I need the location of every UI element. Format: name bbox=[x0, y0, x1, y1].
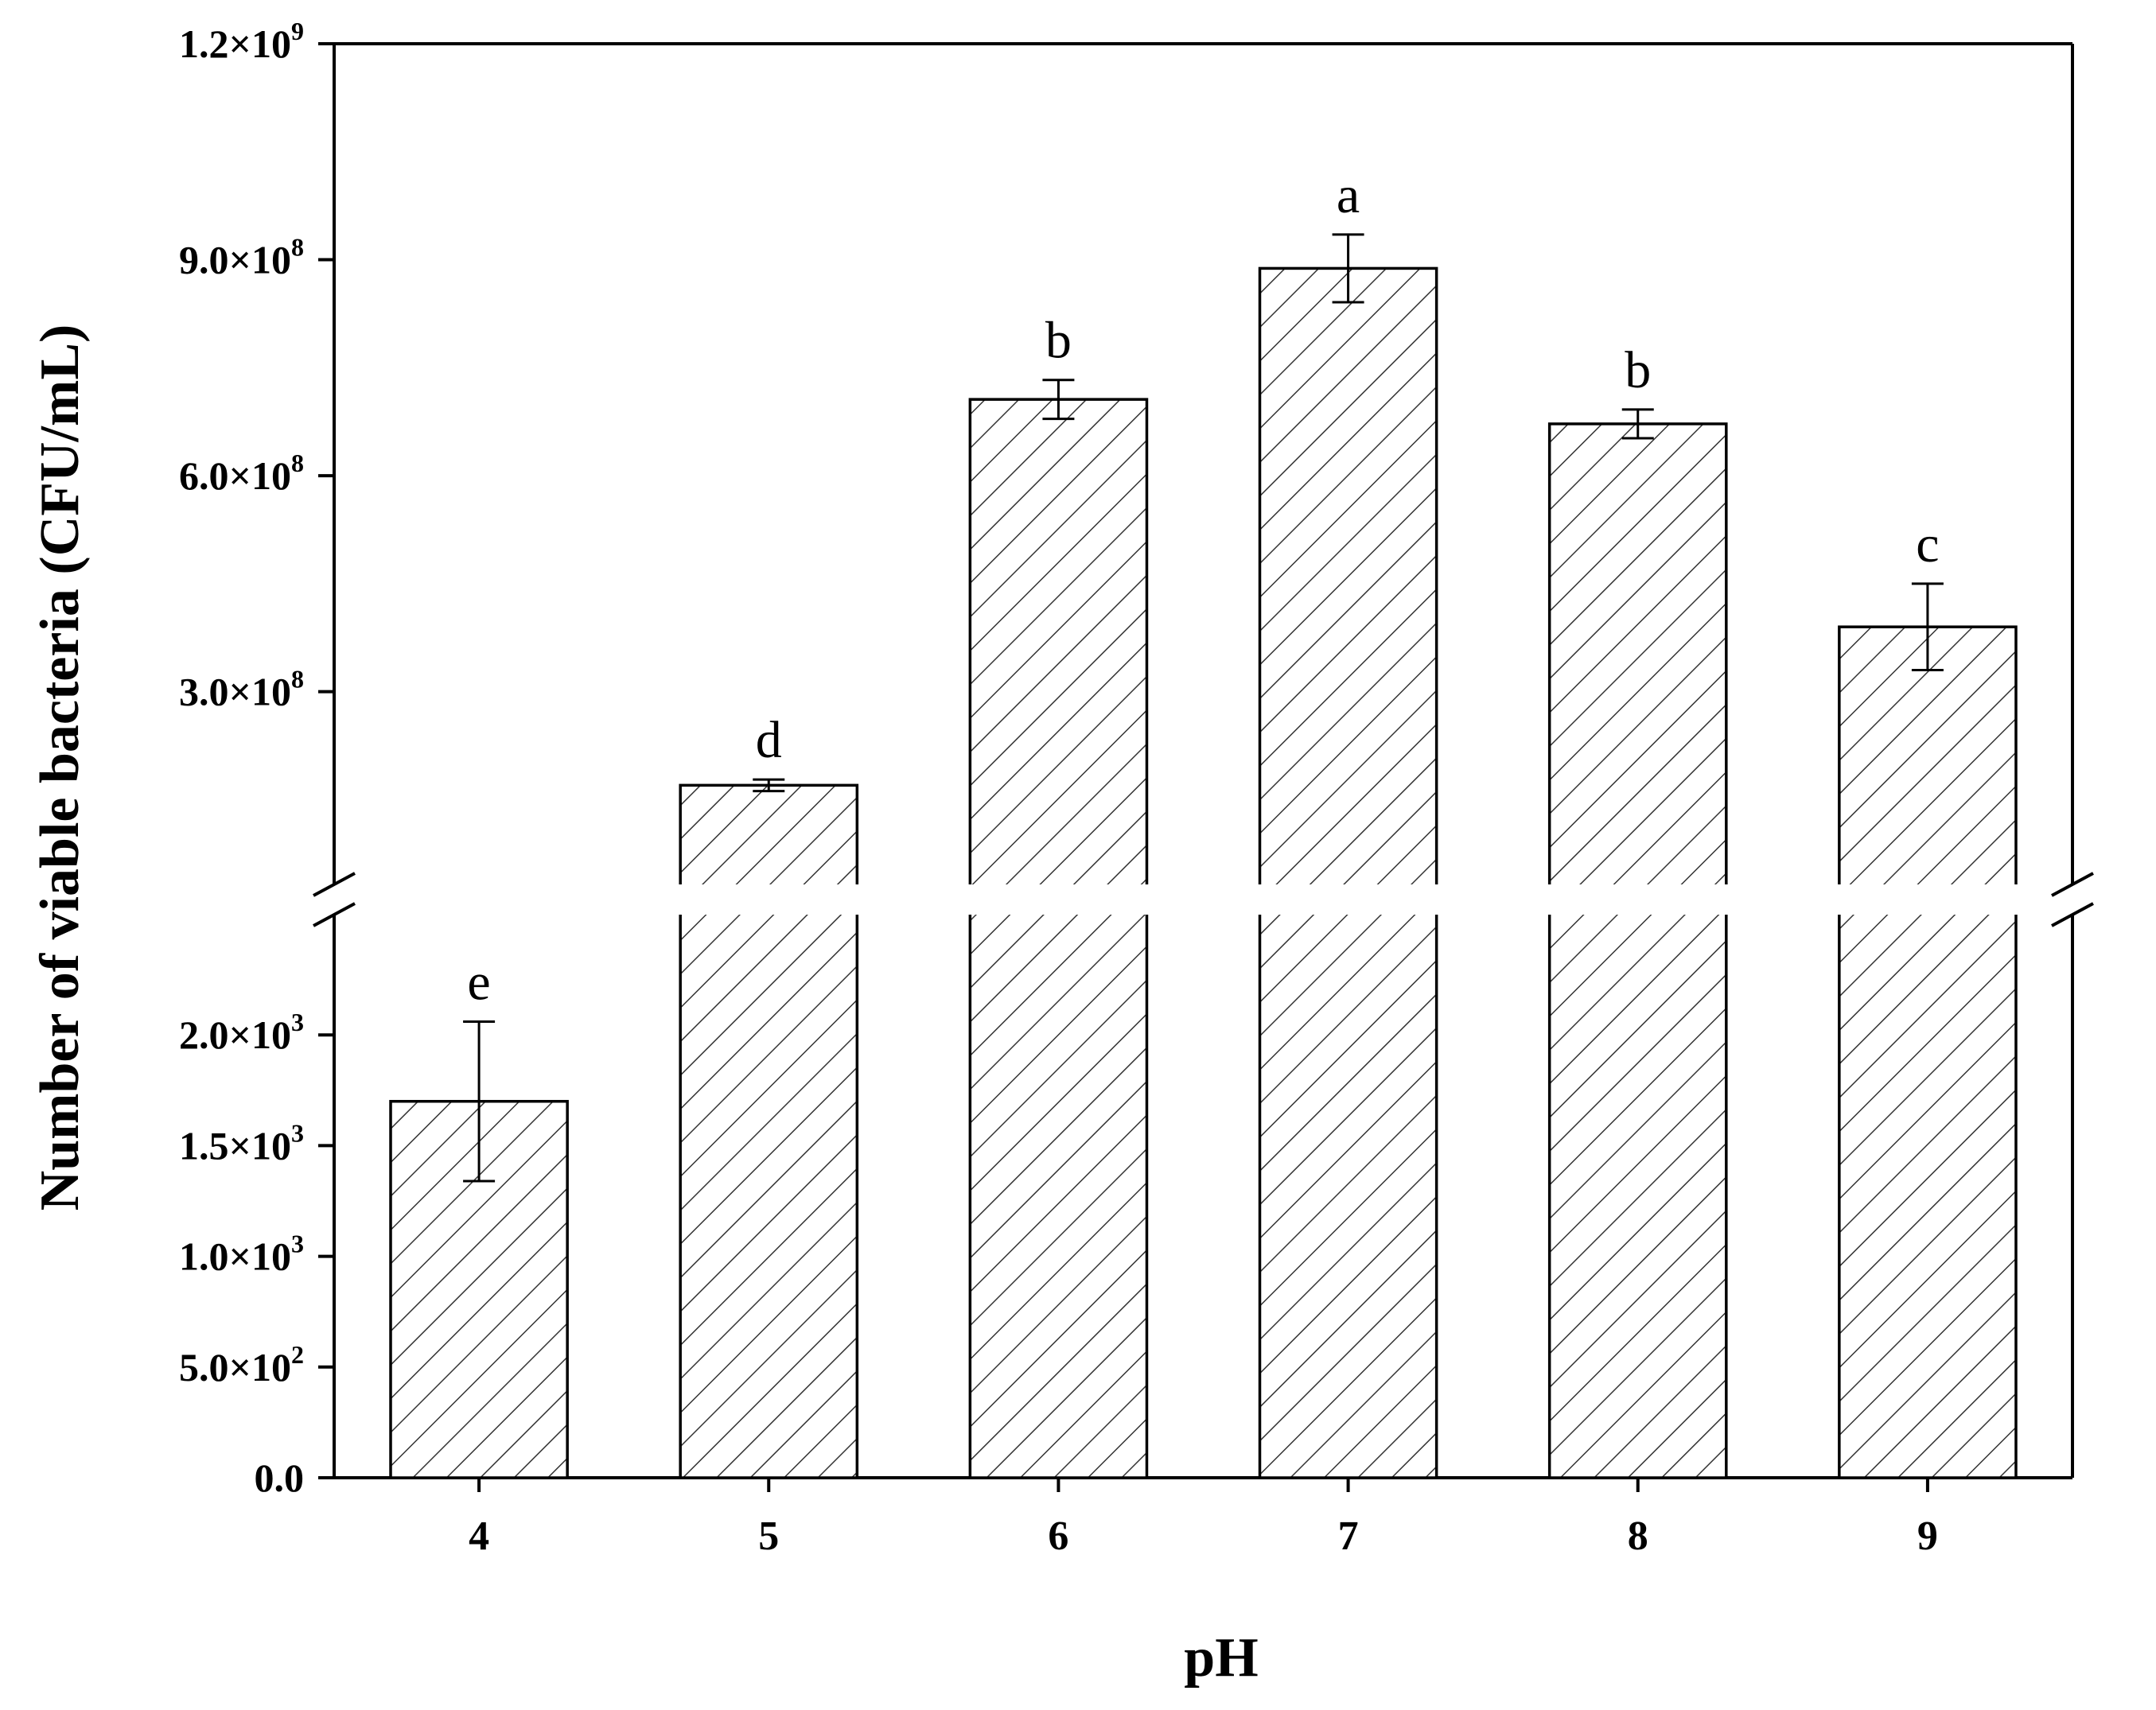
axis-break-slash bbox=[2051, 872, 2094, 897]
bars-group bbox=[389, 266, 2018, 1479]
bar-ph-9 bbox=[1838, 625, 2018, 1479]
axis-break-gap bbox=[302, 884, 2104, 915]
axis-break-slash bbox=[313, 872, 356, 897]
y-tick-label: 3.0×108 bbox=[179, 665, 304, 714]
significance-letters-group: e d b a b c bbox=[467, 166, 1939, 1012]
axis-break-slash bbox=[313, 902, 356, 927]
x-tick-label: 9 bbox=[1917, 1514, 1938, 1559]
axis-break bbox=[302, 872, 2104, 927]
y-tick-label: 9.0×108 bbox=[179, 233, 304, 282]
significance-letter: b bbox=[1045, 312, 1072, 370]
y-tick-label: 1.2×109 bbox=[179, 17, 304, 66]
significance-letter: a bbox=[1337, 166, 1360, 224]
x-axis-title: pH bbox=[1184, 1627, 1258, 1689]
y-axis-ticks: 0.0 5.0×102 1.0×103 1.5×103 2.0×103 3.0×108 6.… bbox=[179, 17, 334, 1500]
axis-break-slash bbox=[2051, 902, 2094, 927]
x-tick-label: 4 bbox=[469, 1514, 489, 1559]
y-tick-label: 1.5×103 bbox=[179, 1118, 304, 1168]
y-tick-label: 0.0 bbox=[255, 1455, 305, 1500]
x-tick-label: 6 bbox=[1048, 1514, 1068, 1559]
y-axis-title: Number of viable bacteria (CFU/mL) bbox=[29, 325, 91, 1211]
significance-letter: b bbox=[1625, 341, 1651, 399]
significance-letter: e bbox=[467, 953, 490, 1011]
x-tick-label: 7 bbox=[1338, 1514, 1359, 1559]
y-tick-label: 1.0×103 bbox=[179, 1230, 304, 1279]
error-bars-group bbox=[463, 233, 1944, 1183]
significance-letter: c bbox=[1916, 515, 1939, 573]
plot-frame bbox=[333, 42, 2074, 1479]
bar-ph-7 bbox=[1258, 266, 1438, 1479]
x-axis-ticks: 4 5 6 7 8 9 bbox=[469, 1478, 1938, 1559]
significance-letter: d bbox=[756, 711, 782, 769]
bar-ph-6 bbox=[968, 398, 1149, 1479]
y-tick-label: 6.0×108 bbox=[179, 449, 304, 498]
bar-ph-8 bbox=[1547, 422, 1728, 1479]
x-tick-label: 8 bbox=[1628, 1514, 1648, 1559]
y-tick-label: 2.0×103 bbox=[179, 1008, 304, 1057]
y-tick-label: 5.0×102 bbox=[179, 1340, 304, 1389]
x-tick-label: 5 bbox=[758, 1514, 779, 1559]
